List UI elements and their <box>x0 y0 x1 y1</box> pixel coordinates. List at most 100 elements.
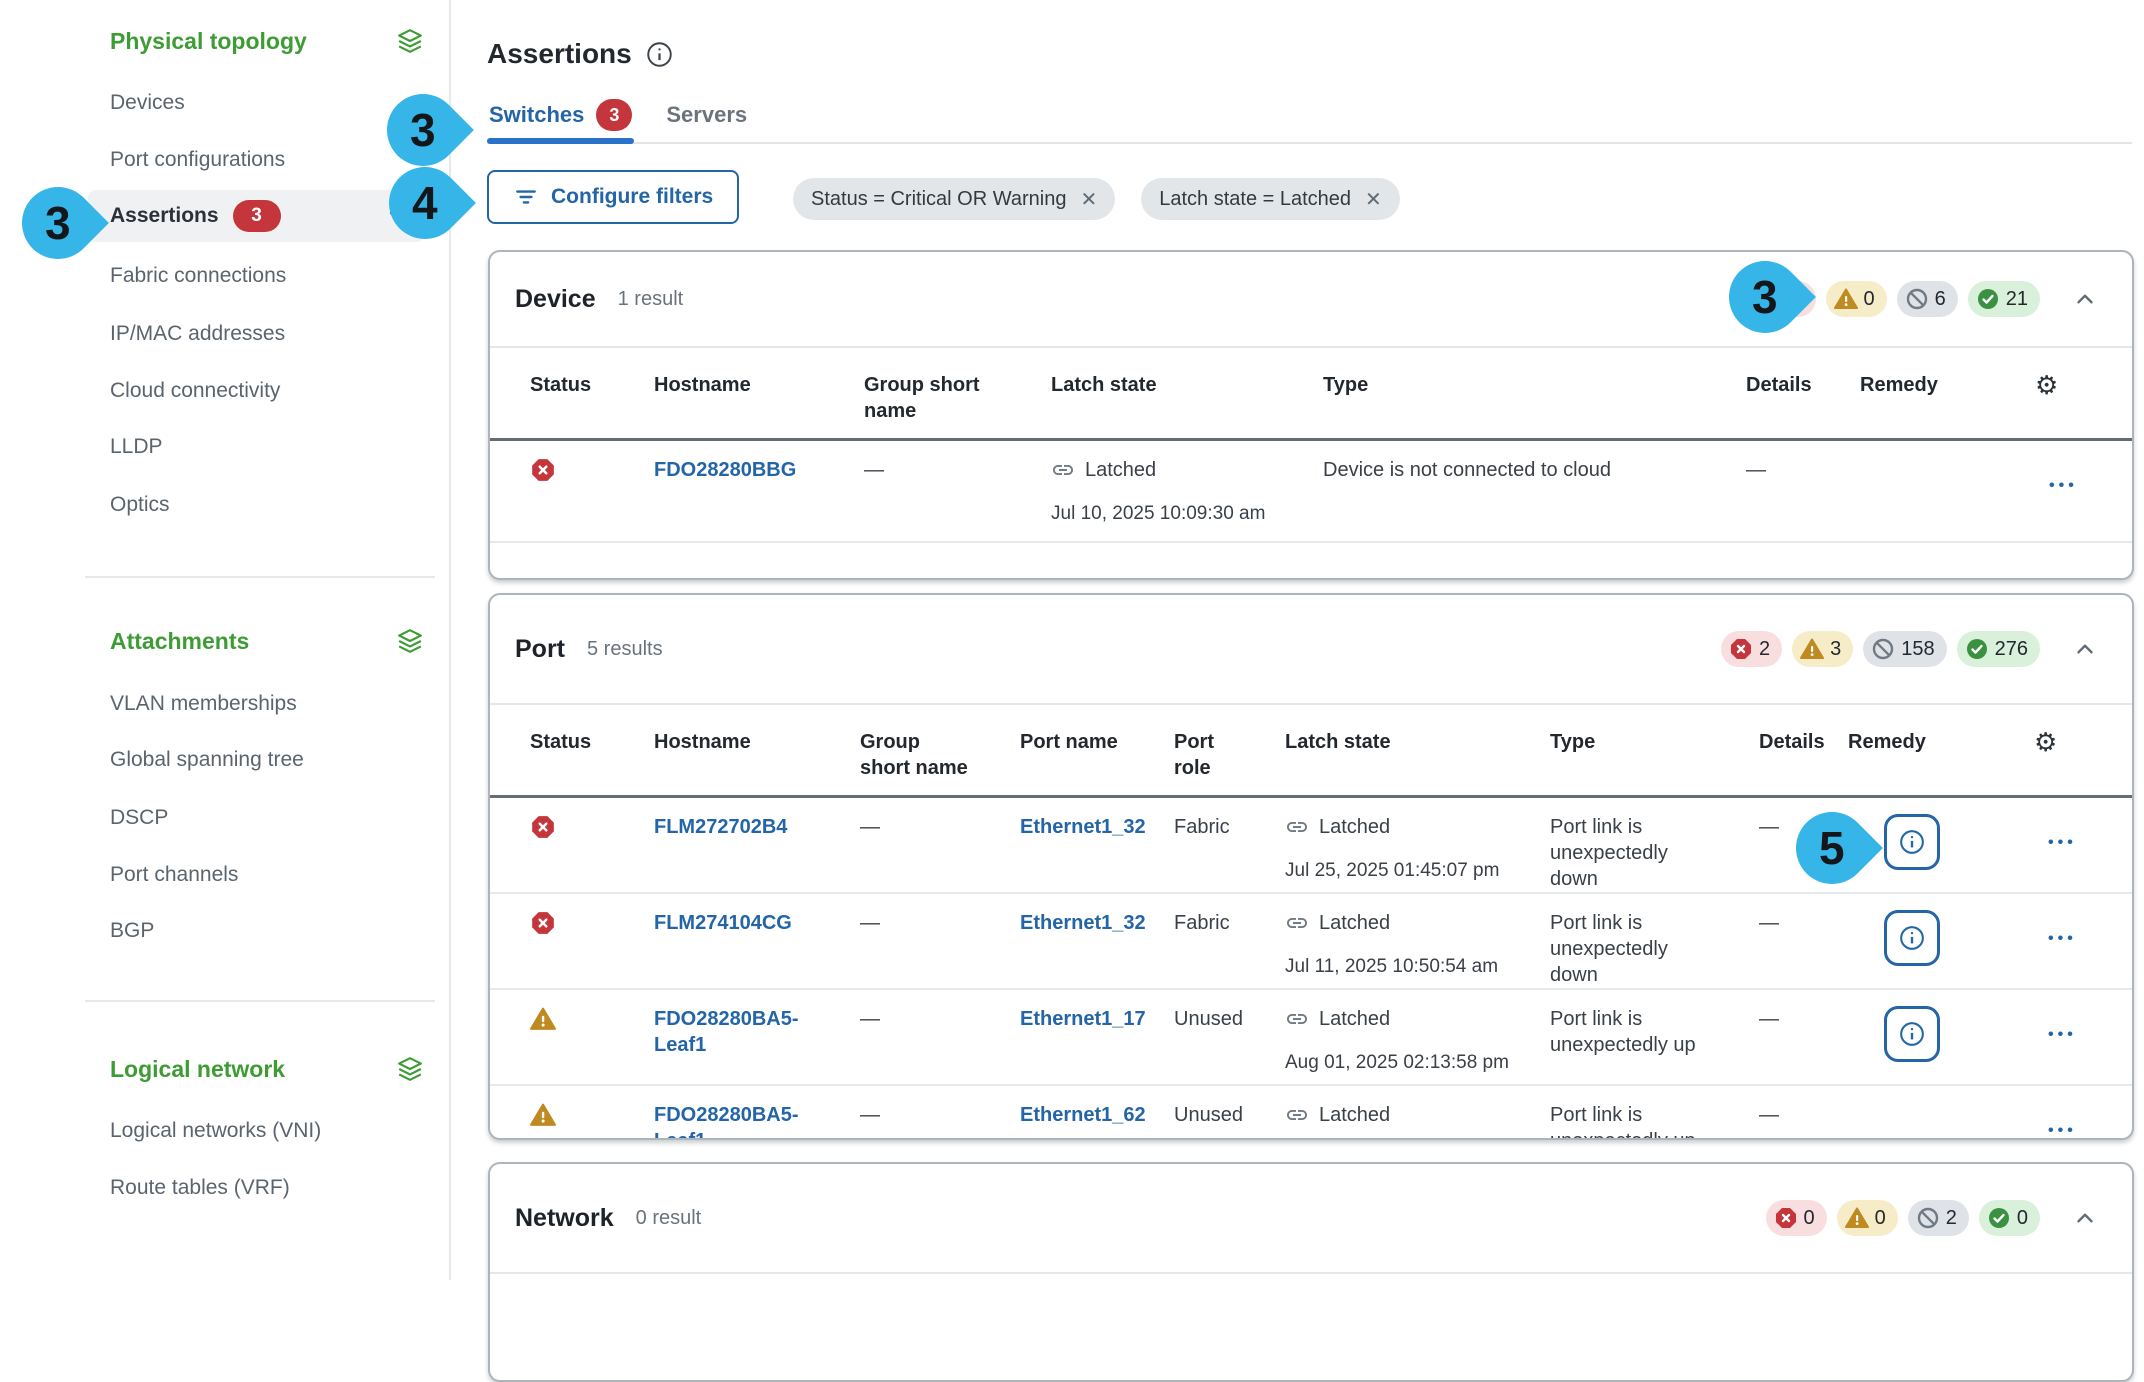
sidebar-item-logical-networks-vni[interactable]: Logical networks (VNI) <box>110 1117 321 1145</box>
section-title: Physical topology <box>110 28 307 55</box>
link-chain-icon <box>1285 1103 1309 1127</box>
status-badges: 2 3 158 276 <box>1721 631 2040 667</box>
device-card: Device 1 result 1 0 6 21 Status Hostname… <box>488 250 2134 580</box>
filter-chip-row: Status = Critical OR Warning ✕ Latch sta… <box>793 178 1400 220</box>
sidebar-item-dscp[interactable]: DSCP <box>110 804 168 832</box>
col-type: Type <box>1323 372 1746 424</box>
chevron-up-icon <box>2072 286 2098 312</box>
network-card-header: Network 0 result 0 0 2 0 <box>490 1164 2132 1274</box>
col-group-short-name: Group short name <box>860 729 1020 781</box>
sidebar-item-route-tables-vrf[interactable]: Route tables (VRF) <box>110 1174 290 1202</box>
row-actions-ellipsis[interactable]: ••• <box>2048 930 2132 988</box>
sidebar-item-fabric-connections[interactable]: Fabric connections <box>110 262 286 290</box>
col-remedy: Remedy <box>1860 372 2035 424</box>
assertion-type-value: Device is not connected to cloud <box>1323 457 1746 527</box>
info-icon[interactable] <box>646 41 673 68</box>
result-count: 1 result <box>618 288 684 311</box>
hostname-link[interactable]: FDO28280BA5-Leaf1 <box>654 1008 799 1056</box>
sidebar-item-port-channels[interactable]: Port channels <box>110 861 238 889</box>
col-details: Details <box>1746 372 1860 424</box>
latch-state-value: Latched <box>1319 814 1390 840</box>
link-chain-icon <box>1051 458 1075 482</box>
port-row-FLM274104CG: FLM274104CG — Ethernet1_32 Fabric Latche… <box>490 894 2132 990</box>
port-role-value: Fabric <box>1174 814 1285 892</box>
close-icon[interactable]: ✕ <box>1365 187 1382 212</box>
section-title: Attachments <box>110 628 249 655</box>
tab-label: Servers <box>666 102 747 128</box>
port-name-link[interactable]: Ethernet1_62 <box>1020 1104 1146 1126</box>
configure-filters-button[interactable]: Configure filters <box>487 170 739 224</box>
column-settings-gear-icon[interactable]: ⚙ <box>2035 372 2132 424</box>
sidebar-divider <box>85 576 435 578</box>
hostname-link[interactable]: FLM272702B4 <box>654 816 787 838</box>
sidebar-item-global-spanning-tree[interactable]: Global spanning tree <box>110 746 304 774</box>
hostname-link[interactable]: FDO28280BA5-Leaf1 <box>654 1104 799 1140</box>
collapse-section-button[interactable] <box>2068 282 2102 316</box>
row-actions-ellipsis[interactable]: ••• <box>2048 1122 2132 1140</box>
remedy-info-button[interactable] <box>1884 814 1940 870</box>
critical-icon <box>1774 1206 1798 1230</box>
col-remedy: Remedy <box>1848 729 2034 781</box>
hostname-link[interactable]: FDO28280BBG <box>654 459 796 481</box>
critical-count-badge: 2 <box>1721 631 1782 667</box>
network-card: Network 0 result 0 0 2 0 <box>488 1162 2134 1382</box>
col-latch-state: Latch state <box>1051 372 1323 424</box>
link-chain-icon <box>1285 911 1309 935</box>
sidebar-item-lldp[interactable]: LLDP <box>110 433 163 461</box>
link-chain-icon <box>1285 1007 1309 1031</box>
tab-switches[interactable]: Switches 3 <box>487 98 634 142</box>
remedy-info-button[interactable] <box>1884 1006 1940 1062</box>
port-name-link[interactable]: Ethernet1_32 <box>1020 912 1146 934</box>
tab-servers[interactable]: Servers <box>664 98 749 142</box>
chevron-up-icon <box>2072 1205 2098 1231</box>
sidebar-item-assertions[interactable]: Assertions 3 <box>88 190 425 242</box>
warning-icon <box>1845 1206 1869 1230</box>
col-status: Status <box>530 729 654 781</box>
disabled-count-badge: 6 <box>1897 281 1958 317</box>
prohibited-icon <box>1916 1206 1940 1230</box>
latch-state-value: Latched <box>1085 457 1156 483</box>
details-value: — <box>1759 1102 1848 1140</box>
warning-icon <box>1834 287 1858 311</box>
port-name-link[interactable]: Ethernet1_17 <box>1020 1008 1146 1030</box>
details-value: — <box>1759 910 1848 988</box>
latch-state-value: Latched <box>1319 910 1390 936</box>
latch-timestamp: Jul 10, 2025 10:09:30 am <box>1051 501 1303 527</box>
port-name-link[interactable]: Ethernet1_32 <box>1020 816 1146 838</box>
group-short-name-value: — <box>864 457 1051 527</box>
info-icon <box>1899 925 1925 951</box>
hostname-link[interactable]: FLM274104CG <box>654 912 792 934</box>
link-chain-icon <box>1285 815 1309 839</box>
page-title: Assertions <box>487 38 673 70</box>
sidebar-item-cloud-connectivity[interactable]: Cloud connectivity <box>110 377 280 405</box>
port-role-value: Fabric <box>1174 910 1285 988</box>
collapse-section-button[interactable] <box>2068 632 2102 666</box>
sidebar-item-vlan-memberships[interactable]: VLAN memberships <box>110 690 297 718</box>
collapse-section-button[interactable] <box>2068 1201 2102 1235</box>
remedy-cell <box>1860 457 2035 527</box>
latch-state-cell: Latched Aug 01, 2025 02:13:58 pm <box>1285 1006 1550 1076</box>
check-icon <box>1987 1206 2011 1230</box>
result-count: 0 result <box>636 1207 702 1230</box>
sidebar-item-bgp[interactable]: BGP <box>110 917 154 945</box>
critical-icon <box>1729 637 1753 661</box>
critical-status-icon <box>530 457 654 527</box>
ok-count-badge: 0 <box>1979 1200 2040 1236</box>
column-settings-gear-icon[interactable]: ⚙ <box>2034 729 2132 781</box>
warning-count-badge: 0 <box>1826 281 1887 317</box>
port-row-FDO28280BA5-Leaf1-eth62: FDO28280BA5-Leaf1 — Ethernet1_62 Unused … <box>490 1086 2132 1140</box>
row-actions-ellipsis[interactable]: ••• <box>2049 477 2132 527</box>
sidebar-item-port-configurations[interactable]: Port configurations <box>110 146 285 174</box>
layers-icon <box>397 28 423 54</box>
sidebar-item-optics[interactable]: Optics <box>110 491 170 519</box>
row-actions-ellipsis[interactable]: ••• <box>2048 1026 2132 1076</box>
row-actions-ellipsis[interactable]: ••• <box>2048 834 2132 892</box>
section-title: Port <box>515 635 565 664</box>
sidebar-item-devices[interactable]: Devices <box>110 89 185 117</box>
remedy-info-button[interactable] <box>1884 910 1940 966</box>
chip-label: Latch state = Latched <box>1159 188 1351 211</box>
assertion-type-value: Port link is unexpectedly down <box>1550 910 1718 988</box>
status-badges: 0 0 2 0 <box>1766 1200 2041 1236</box>
close-icon[interactable]: ✕ <box>1080 187 1097 212</box>
sidebar-item-ip-mac-addresses[interactable]: IP/MAC addresses <box>110 320 285 348</box>
